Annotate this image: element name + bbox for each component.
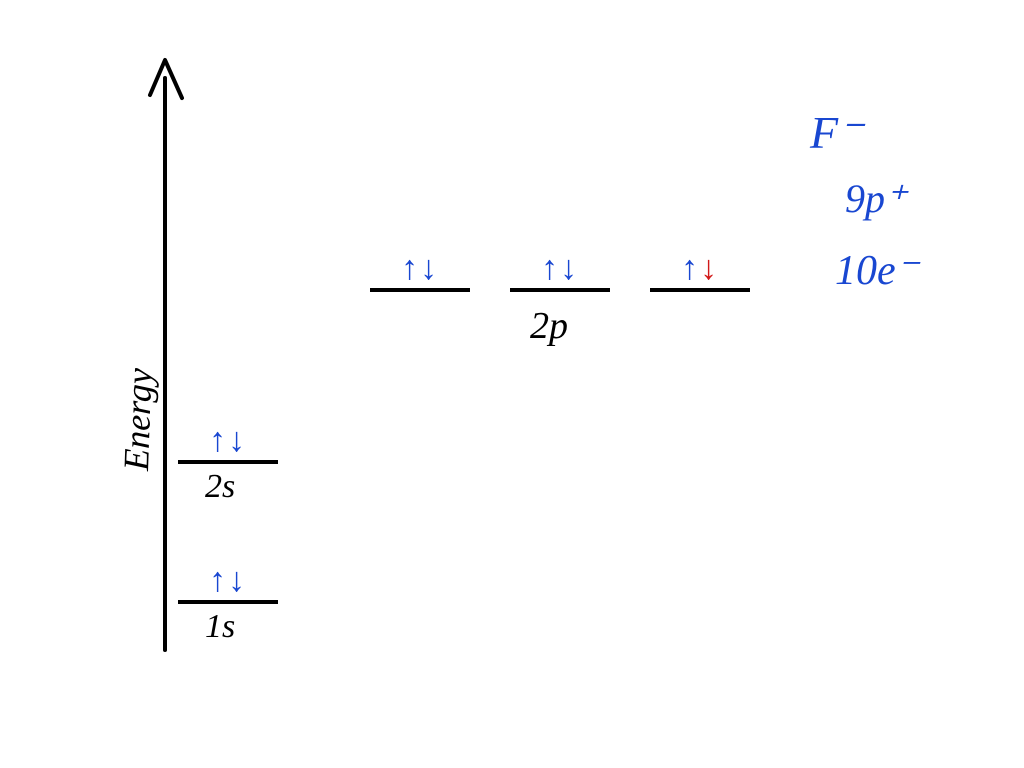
orbital-1s-arrows: ↑↓ [209,562,247,599]
orbital-2p-2-arrows: ↑↓ [541,250,579,287]
axis-label: Energy [115,367,161,471]
orbital-1s-label: 1s [205,608,235,646]
energy-diagram-canvas: Energy ↑↓ 1s ↑↓ 2s ↑↓ ↑↓ ↑↓ 2p F⁻ 9p⁺ 10… [0,0,1024,768]
annotation-electrons: 10e⁻ [835,245,918,295]
orbital-2p-3-arrows: ↑↓ [681,250,719,287]
orbital-2p-2: ↑↓ [510,248,610,292]
orbital-2p-label: 2p [530,304,568,348]
orbital-2p-1-arrows: ↑↓ [401,250,439,287]
annotation-species: F⁻ [810,105,862,159]
orbital-2p-3-down: ↓ [700,250,719,287]
orbital-2s: ↑↓ [178,420,278,464]
orbital-2p-3-up: ↑ [681,250,700,287]
orbital-2p-3: ↑↓ [650,248,750,292]
orbital-2p-1: ↑↓ [370,248,470,292]
orbital-2s-arrows: ↑↓ [209,422,247,459]
orbital-1s: ↑↓ [178,560,278,604]
orbital-2s-label: 2s [205,468,235,506]
annotation-protons: 9p⁺ [845,175,906,222]
